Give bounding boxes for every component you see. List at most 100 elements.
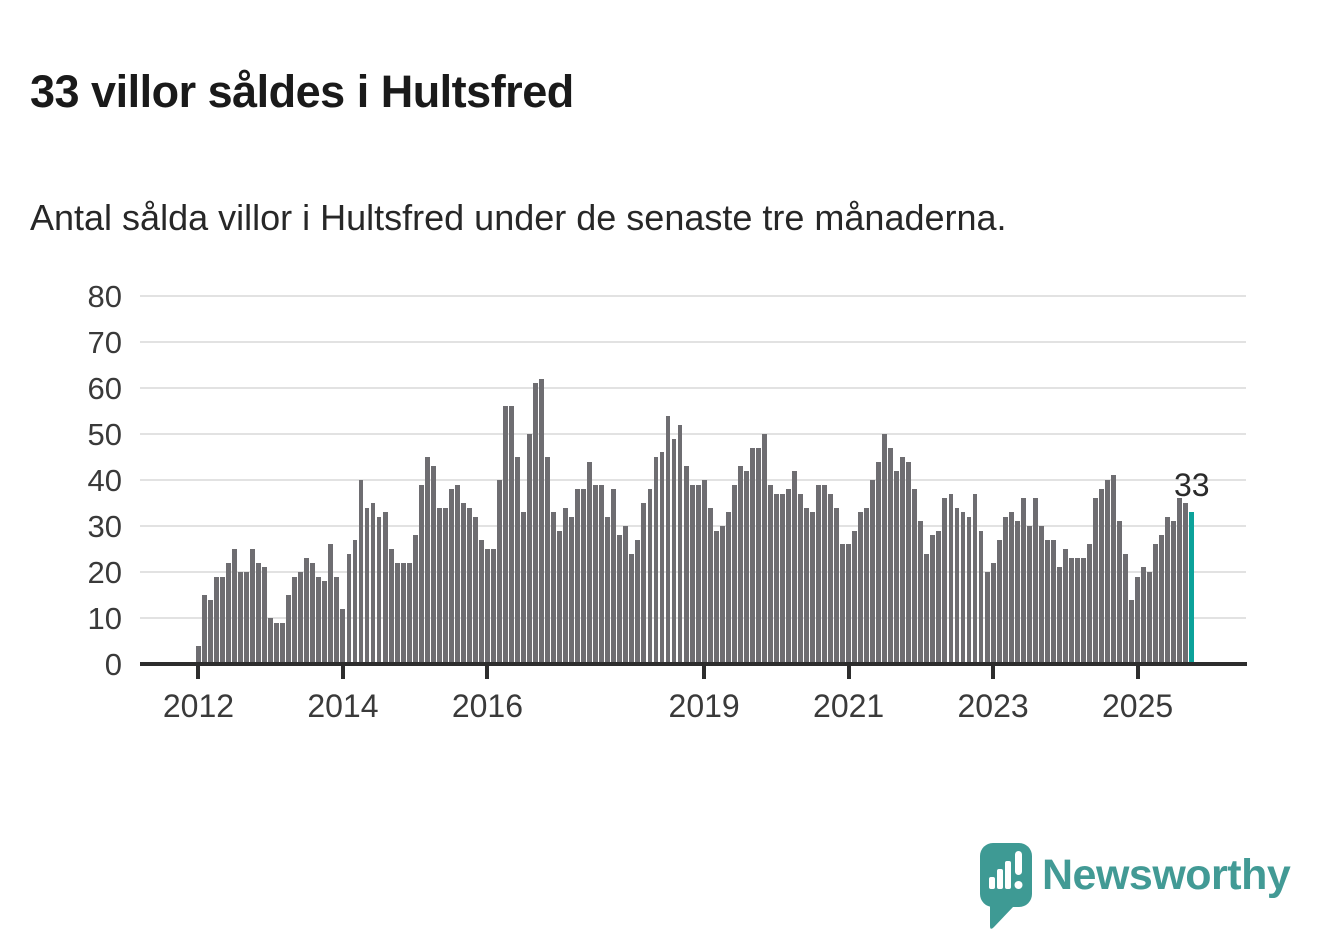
bar — [382, 512, 388, 664]
bar — [593, 484, 599, 664]
y-axis-label: 40 — [87, 463, 122, 498]
bar — [1135, 576, 1140, 664]
x-tick — [1135, 666, 1140, 679]
bar — [298, 572, 304, 664]
bar — [840, 544, 846, 664]
bar — [316, 576, 322, 664]
bar — [882, 434, 888, 664]
bar — [888, 447, 894, 664]
bar — [521, 512, 526, 664]
bar — [689, 484, 695, 664]
bar — [948, 493, 954, 664]
bar — [773, 493, 779, 664]
bar — [599, 484, 605, 664]
bar — [322, 581, 328, 664]
bar — [515, 457, 520, 664]
bar — [611, 489, 617, 664]
gridline — [140, 479, 1246, 481]
bar — [208, 599, 213, 664]
bar — [575, 489, 581, 664]
bar — [834, 507, 839, 664]
gridline — [140, 433, 1246, 435]
bar — [623, 526, 629, 664]
bar — [581, 489, 587, 664]
bar — [972, 493, 978, 664]
bar — [503, 406, 508, 664]
bar — [828, 493, 833, 664]
y-axis-label: 50 — [87, 417, 122, 452]
bar — [1008, 512, 1014, 664]
bar — [779, 493, 785, 664]
x-tick — [196, 666, 201, 679]
bar — [262, 567, 268, 664]
y-axis-label: 70 — [87, 325, 122, 360]
bar — [244, 572, 250, 664]
bar — [701, 480, 707, 664]
bar — [226, 562, 231, 664]
bar — [906, 461, 912, 664]
bar — [846, 544, 852, 664]
highlighted-bar — [1189, 512, 1195, 664]
bar — [220, 576, 225, 664]
bar — [990, 562, 996, 664]
x-axis-line — [140, 662, 1247, 666]
bar — [587, 461, 593, 664]
bar — [647, 489, 653, 664]
bar — [424, 457, 430, 664]
bar — [659, 452, 665, 664]
bar — [533, 383, 538, 664]
bar — [671, 438, 677, 664]
bar — [1002, 516, 1008, 664]
bar — [1123, 553, 1128, 664]
bar — [1105, 480, 1110, 664]
bar — [900, 457, 906, 664]
x-axis-label: 2014 — [307, 688, 379, 724]
bar — [942, 498, 948, 664]
bar — [1111, 475, 1116, 664]
bar — [810, 512, 815, 664]
bar — [352, 539, 358, 664]
gridline — [140, 387, 1246, 389]
bar — [677, 424, 683, 664]
chart-subtitle: Antal sålda villor i Hultsfred under de … — [30, 197, 1007, 238]
bar — [1117, 521, 1122, 664]
bar — [635, 539, 641, 664]
x-axis-label: 2016 — [451, 688, 523, 724]
bar — [551, 512, 557, 664]
bar — [448, 489, 454, 664]
bar — [232, 549, 237, 664]
newsworthy-wordmark: Newsworthy — [1042, 851, 1291, 899]
bar — [755, 447, 761, 664]
bar — [436, 507, 442, 664]
chart-title: 33 villor såldes i Hultsfred — [30, 66, 574, 118]
bar — [442, 507, 448, 664]
bar — [268, 618, 274, 664]
gridline — [140, 341, 1246, 343]
bar — [761, 434, 767, 664]
bar — [641, 503, 647, 664]
bar — [509, 406, 514, 664]
bar — [1074, 558, 1080, 664]
bar — [719, 526, 725, 664]
bar — [1183, 503, 1189, 664]
bar — [1056, 567, 1062, 664]
bar — [196, 645, 201, 664]
y-axis-label: 0 — [104, 647, 122, 682]
bar — [629, 553, 635, 664]
bar — [497, 480, 502, 664]
bar — [852, 530, 858, 664]
bar — [1159, 535, 1165, 664]
bar — [292, 576, 298, 664]
y-axis-label: 80 — [87, 279, 122, 314]
bar — [653, 457, 659, 664]
bar — [472, 516, 478, 664]
bar — [966, 516, 972, 664]
bar — [960, 512, 966, 664]
x-tick — [846, 666, 851, 679]
bar — [238, 572, 244, 664]
bar — [358, 480, 364, 664]
bar — [936, 530, 942, 664]
y-axis-label: 60 — [87, 371, 122, 406]
x-tick — [991, 666, 996, 679]
bar — [557, 530, 563, 664]
